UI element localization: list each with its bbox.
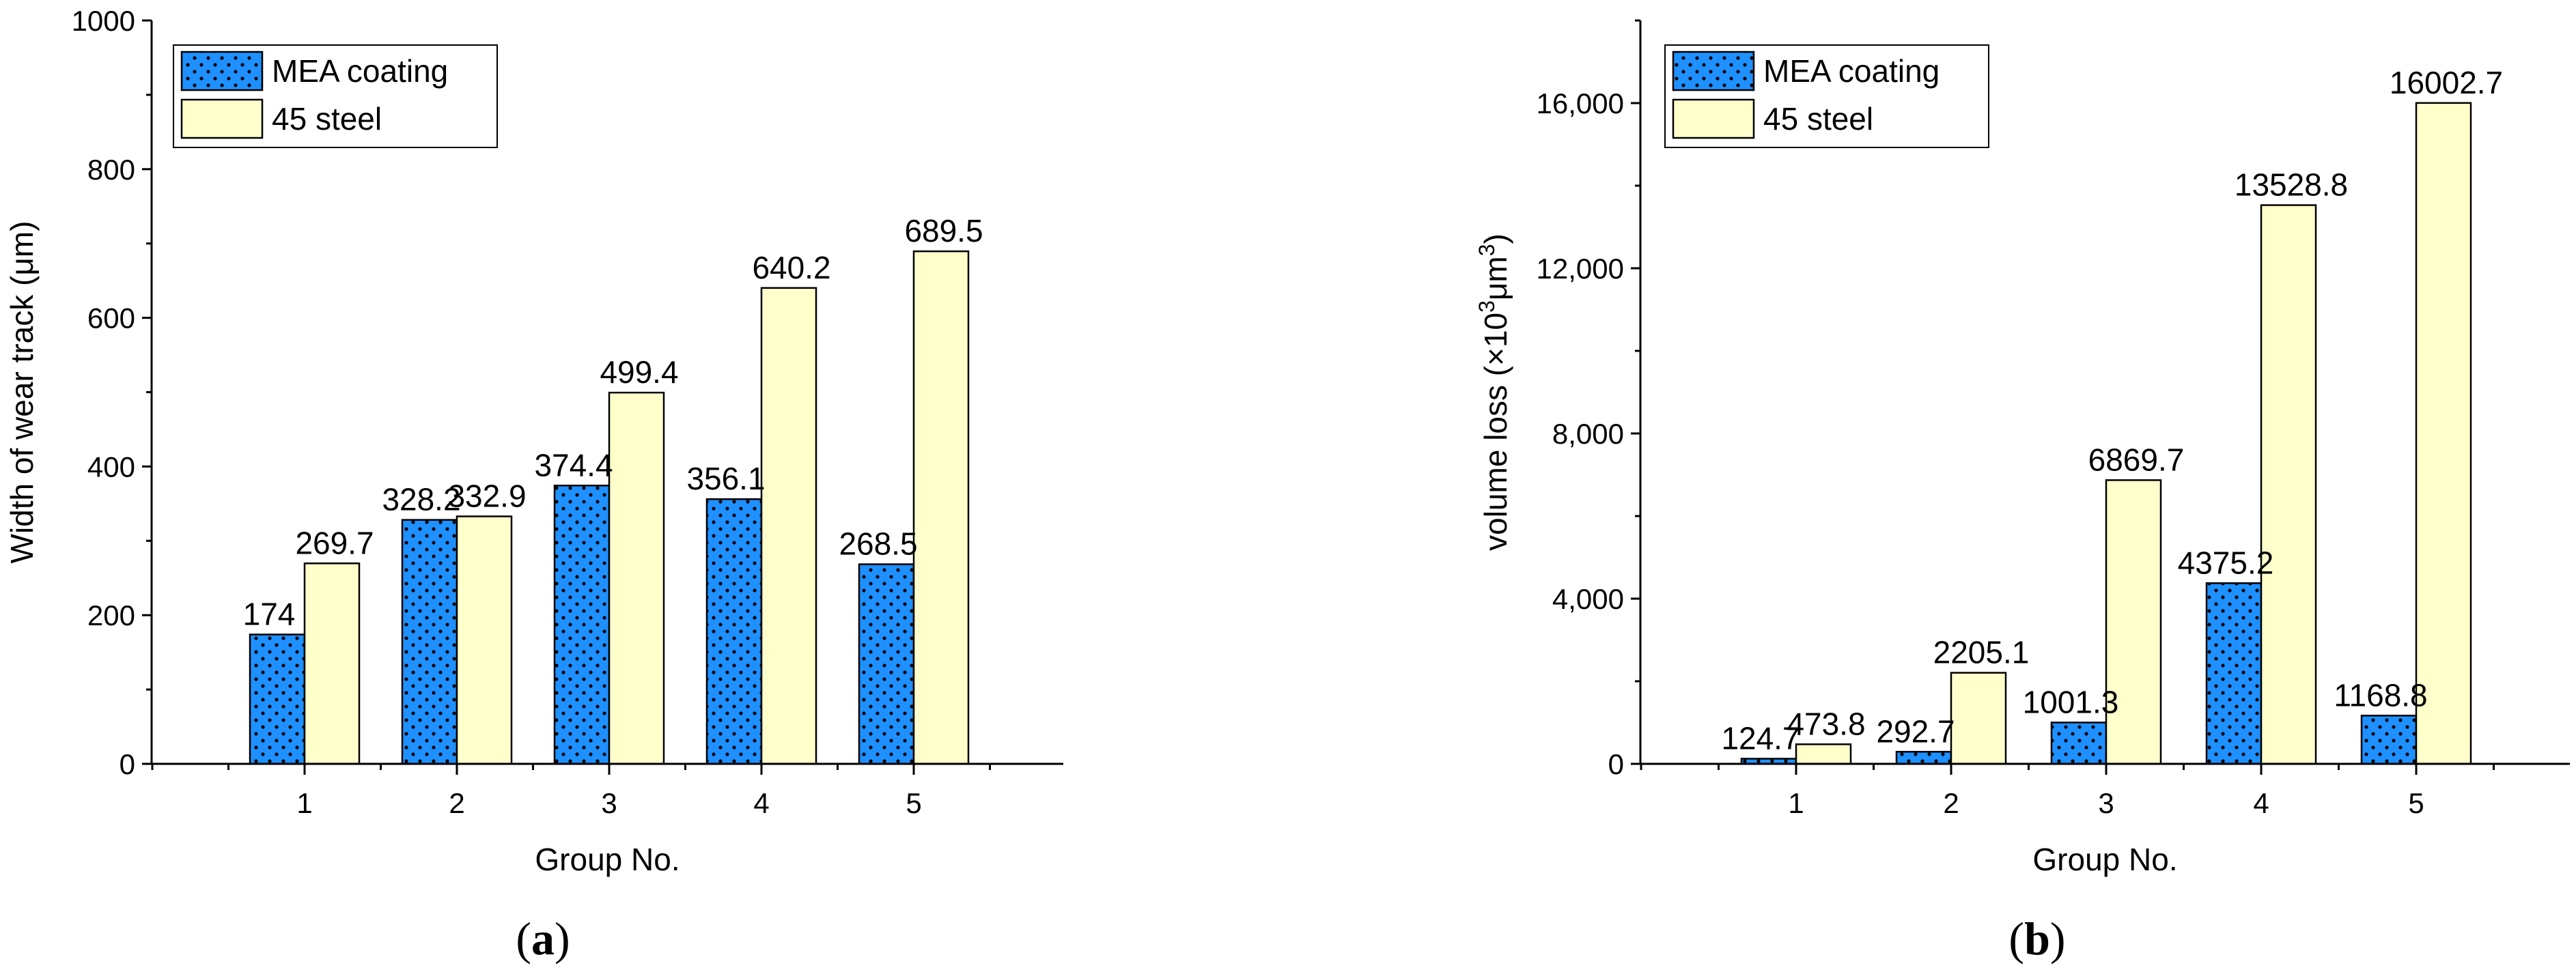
data-label-45-steel-group-1: 269.7 [295, 525, 374, 560]
panel-caption-paren: ( [516, 913, 531, 965]
x-tick-label: 3 [601, 787, 617, 819]
data-label-45-steel-group-5: 16002.7 [2390, 65, 2503, 100]
y-axis-title-part: μm [1478, 256, 1513, 300]
x-axis-title: Group No. [2032, 842, 2177, 877]
data-label-45-steel-group-4: 640.2 [752, 250, 830, 285]
bar-mea-coating-group-3 [553, 485, 611, 765]
bar-45-steel-group-2 [456, 515, 513, 765]
x-tick-label: 5 [906, 787, 921, 819]
bar-45-steel-group-5 [2415, 102, 2472, 765]
data-label-mea-coating-group-5: 268.5 [839, 526, 917, 562]
panel-caption: (b) [2008, 913, 2065, 965]
bar-45-steel-group-1 [1795, 743, 1852, 765]
chart-panel-a: 174269.7328.2332.9374.4499.4356.1640.226… [4, 5, 1063, 965]
legend-swatch-45-steel [1672, 98, 1755, 139]
bar-45-steel-group-4 [760, 287, 817, 765]
data-label-mea-coating-group-4: 4375.2 [2178, 545, 2274, 580]
data-label-mea-coating-group-3: 374.4 [534, 447, 613, 483]
y-tick-label: 400 [87, 451, 135, 483]
x-tick-label: 1 [296, 787, 312, 819]
y-axis-title-superscript: 3 [1474, 244, 1499, 256]
x-tick-label: 2 [449, 787, 464, 819]
y-axis-title: volume loss (×103μm3) [1474, 233, 1513, 551]
y-tick-label: 0 [120, 748, 135, 780]
y-tick-label: 200 [87, 599, 135, 631]
legend-label-mea-coating: MEA coating [1763, 53, 1940, 89]
data-label-mea-coating-group-1: 124.7 [1721, 720, 1800, 756]
y-tick-label: 0 [1608, 748, 1624, 780]
x-axis-title: Group No. [535, 842, 680, 877]
y-axis-title-part: ) [1478, 233, 1513, 244]
bar-45-steel-group-1 [303, 562, 361, 765]
y-tick-label: 8,000 [1552, 418, 1624, 450]
panel-caption-letter: a [531, 913, 555, 965]
y-axis-title-superscript: 3 [1474, 300, 1499, 313]
bars [1740, 102, 2472, 765]
bar-45-steel-group-4 [2260, 204, 2317, 765]
y-tick-label: 4,000 [1552, 583, 1624, 615]
bar-mea-coating-group-2 [1895, 751, 1952, 765]
x-tick-label: 5 [2408, 787, 2424, 819]
legend-swatch-mea-coating [180, 51, 264, 91]
legend: MEA coating 45 steel [1664, 44, 1989, 148]
x-tick-label: 4 [2253, 787, 2269, 819]
bar-mea-coating-group-2 [401, 519, 458, 765]
y-axis-title-part: volume loss (×10 [1478, 313, 1513, 551]
legend-label-mea-coating: MEA coating [272, 53, 448, 89]
legend-swatch-45-steel [180, 98, 264, 139]
panel-caption: (a) [516, 913, 570, 965]
legend-label-45-steel: 45 steel [1763, 101, 1873, 137]
bar-45-steel-group-2 [1950, 672, 2007, 765]
y-tick-label: 16,000 [1537, 87, 1624, 119]
bar-mea-coating-group-5 [858, 563, 915, 765]
x-ticks: 1 2 3 4 5 [1640, 764, 2495, 819]
data-label-45-steel-group-4: 13528.8 [2235, 167, 2348, 203]
panel-caption-paren: ) [555, 913, 570, 965]
bar-45-steel-group-3 [2105, 479, 2162, 765]
bar-mea-coating-group-5 [2360, 715, 2418, 765]
y-tick-label: 800 [87, 154, 135, 186]
bar-mea-coating-group-1 [249, 633, 306, 765]
bar-mea-coating-group-3 [2050, 722, 2108, 765]
legend-swatch-mea-coating [1672, 51, 1755, 91]
x-tick-label: 1 [1788, 787, 1804, 819]
data-label-45-steel-group-1: 473.8 [1787, 706, 1865, 741]
legend-label-45-steel: 45 steel [272, 101, 382, 137]
data-label-mea-coating-group-5: 1168.8 [2334, 677, 2427, 713]
data-label-45-steel-group-3: 499.4 [600, 354, 678, 390]
bar-mea-coating-group-4 [705, 498, 763, 765]
data-label-45-steel-group-5: 689.5 [904, 213, 983, 248]
x-tick-label: 3 [2098, 787, 2114, 819]
data-label-mea-coating-group-2: 292.7 [1876, 713, 1955, 749]
bar-45-steel-group-3 [608, 391, 665, 765]
data-label-45-steel-group-2: 332.9 [447, 478, 526, 513]
data-label-mea-coating-group-3: 1001.3 [2023, 684, 2119, 719]
legend: MEA coating 45 steel [173, 44, 498, 148]
bar-mea-coating-group-4 [2205, 582, 2263, 765]
data-label-45-steel-group-3: 6869.7 [2088, 442, 2185, 477]
data-label-45-steel-group-2: 2205.1 [1933, 635, 2030, 670]
data-label-mea-coating-group-4: 356.1 [686, 461, 765, 496]
data-label-mea-coating-group-1: 174 [243, 597, 296, 632]
y-tick-label: 1000 [72, 5, 135, 37]
panel-caption-paren: ( [2008, 913, 2024, 965]
y-axis-title: Width of wear track (μm) [4, 221, 40, 564]
x-tick-label: 2 [1943, 787, 1959, 819]
x-ticks: 1 2 3 4 5 [151, 764, 991, 819]
bars [249, 250, 970, 765]
bar-45-steel-group-5 [912, 250, 970, 765]
panel-caption-paren: ) [2050, 913, 2066, 965]
y-tick-label: 12,000 [1537, 253, 1624, 285]
panel-caption-letter: b [2024, 913, 2050, 965]
y-tick-label: 600 [87, 302, 135, 334]
y-ticks: 0 200 400 600 800 1000 [72, 5, 152, 780]
x-tick-label: 4 [753, 787, 769, 819]
data-label-mea-coating-group-2: 328.2 [382, 482, 460, 517]
y-ticks: 0 4,000 8,000 12,000 16,000 [1537, 19, 1640, 780]
